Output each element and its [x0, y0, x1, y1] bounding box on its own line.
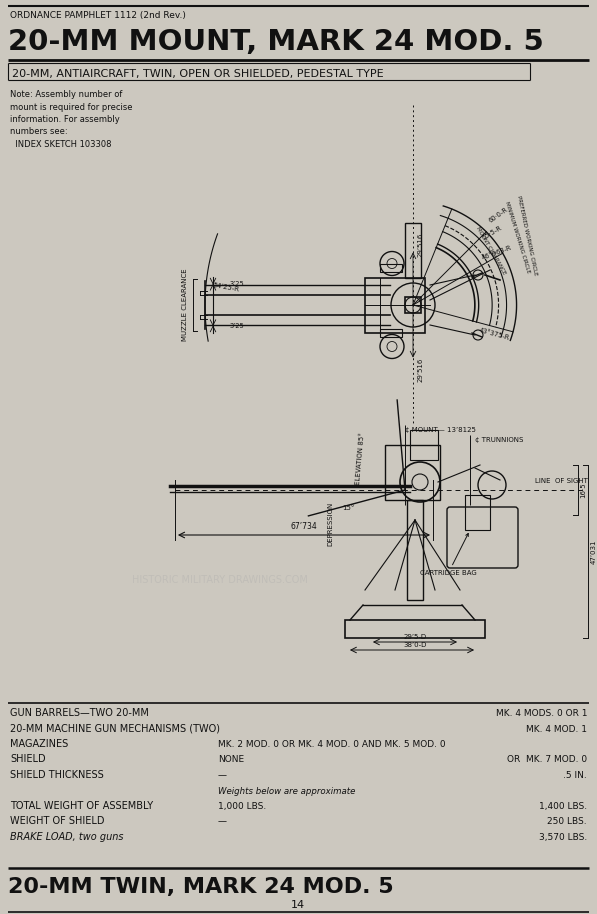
Text: —: —	[218, 817, 227, 826]
Text: 60·0-R: 60·0-R	[488, 207, 509, 224]
Text: NONE: NONE	[218, 756, 244, 764]
Text: .5 IN.: .5 IN.	[563, 771, 587, 780]
Bar	[405, 297, 421, 313]
Text: SHIELD: SHIELD	[10, 754, 45, 764]
Text: HISTORIC MILITARY DRAWINGS.COM: HISTORIC MILITARY DRAWINGS.COM	[132, 575, 308, 585]
Bar	[365, 278, 425, 333]
Text: GUN BARRELS—TWO 20-MM: GUN BARRELS—TWO 20-MM	[10, 708, 149, 718]
Text: 1,400 LBS.: 1,400 LBS.	[539, 802, 587, 811]
Text: SHIELD THICKNESS: SHIELD THICKNESS	[10, 770, 104, 780]
Text: —: —	[218, 771, 227, 780]
Text: 29’5-D: 29’5-D	[404, 634, 427, 640]
Bar	[385, 445, 440, 500]
Text: 14: 14	[291, 900, 305, 910]
Text: 20-MM TWIN, MARK 24 MOD. 5: 20-MM TWIN, MARK 24 MOD. 5	[8, 877, 393, 897]
Text: 3’25: 3’25	[230, 282, 245, 287]
Text: 43°375-R: 43°375-R	[478, 327, 510, 341]
Text: 20-MM MOUNT, MARK 24 MOD. 5: 20-MM MOUNT, MARK 24 MOD. 5	[8, 28, 544, 56]
Text: 29’516: 29’516	[418, 357, 424, 382]
Text: BRAKE LOAD, two guns: BRAKE LOAD, two guns	[10, 832, 124, 842]
Text: 38’0-D: 38’0-D	[404, 642, 427, 648]
Bar	[407, 500, 423, 600]
Text: Note: Assembly number of
mount is required for precise
information. For assembly: Note: Assembly number of mount is requir…	[10, 90, 133, 149]
Text: 67’734: 67’734	[291, 522, 318, 531]
Text: PREFERRED WORKING CIRCLE: PREFERRED WORKING CIRCLE	[516, 196, 538, 276]
Text: 250 LBS.: 250 LBS.	[547, 817, 587, 826]
Text: LINE  OF SIGHT: LINE OF SIGHT	[535, 478, 588, 484]
Text: ¢ TRUNNIONS: ¢ TRUNNIONS	[475, 437, 524, 443]
Bar	[380, 328, 402, 336]
Text: WEIGHT OF SHIELD: WEIGHT OF SHIELD	[10, 816, 104, 826]
Text: MK. 2 MOD. 0 OR MK. 4 MOD. 0 AND MK. 5 MOD. 0: MK. 2 MOD. 0 OR MK. 4 MOD. 0 AND MK. 5 M…	[218, 740, 445, 749]
Bar	[405, 222, 421, 278]
Text: 46°063-R: 46°063-R	[481, 245, 513, 261]
Text: MK. 4 MODS. 0 OR 1: MK. 4 MODS. 0 OR 1	[496, 709, 587, 718]
Text: 20-MM, ANTIAIRCRAFT, TWIN, OPEN OR SHIELDED, PEDESTAL TYPE: 20-MM, ANTIAIRCRAFT, TWIN, OPEN OR SHIEL…	[12, 69, 384, 79]
Text: ELEVATION 85°: ELEVATION 85°	[355, 432, 365, 485]
Bar	[465, 495, 490, 530]
Text: ORDNANCE PAMPHLET 1112 (2nd Rev.): ORDNANCE PAMPHLET 1112 (2nd Rev.)	[10, 11, 186, 20]
Text: DEPRESSION: DEPRESSION	[327, 502, 333, 546]
Text: MK. 4 MOD. 1: MK. 4 MOD. 1	[526, 725, 587, 734]
Text: ¢ MOUNT— 13’8125: ¢ MOUNT— 13’8125	[405, 427, 476, 433]
Text: 29’516: 29’516	[418, 233, 424, 257]
Text: TOTAL WEIGHT OF ASSEMBLY: TOTAL WEIGHT OF ASSEMBLY	[10, 801, 153, 811]
Text: 20-MM MACHINE GUN MECHANISMS (TWO): 20-MM MACHINE GUN MECHANISMS (TWO)	[10, 724, 220, 734]
Text: 16·5: 16·5	[580, 483, 586, 498]
Text: Weights below are approximate: Weights below are approximate	[218, 787, 355, 795]
Text: CARTRIDGE BAG: CARTRIDGE BAG	[420, 534, 477, 576]
Text: 47’031: 47’031	[591, 539, 597, 564]
Text: OR  MK. 7 MOD. 0: OR MK. 7 MOD. 0	[507, 756, 587, 764]
Text: 1,000 LBS.: 1,000 LBS.	[218, 802, 266, 811]
Text: MOUNT CLEARANCE: MOUNT CLEARANCE	[475, 226, 506, 275]
Text: 54’25-R: 54’25-R	[212, 282, 239, 292]
Text: MAGAZINES: MAGAZINES	[10, 739, 68, 749]
Bar	[380, 263, 402, 271]
Text: 15°: 15°	[342, 505, 355, 511]
Text: 3’25: 3’25	[230, 323, 245, 329]
Text: 55·5-R: 55·5-R	[481, 225, 503, 241]
Bar	[410, 430, 438, 460]
Bar	[345, 620, 485, 638]
Text: MINIMUM WORKING CIRCLE: MINIMUM WORKING CIRCLE	[504, 201, 531, 274]
Text: MUZZLE CLEARANCE: MUZZLE CLEARANCE	[182, 269, 188, 341]
Text: 3,570 LBS.: 3,570 LBS.	[538, 833, 587, 842]
